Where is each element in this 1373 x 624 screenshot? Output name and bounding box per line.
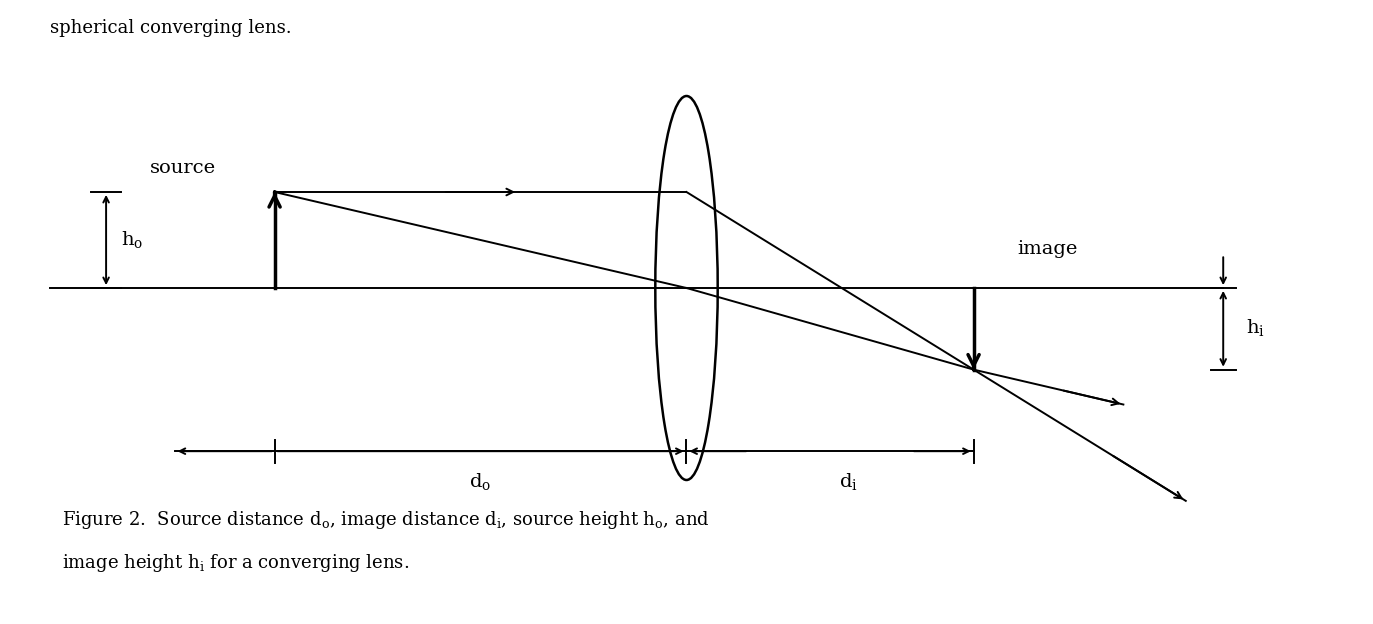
Text: image height h$_\mathregular{i}$ for a converging lens.: image height h$_\mathregular{i}$ for a c… xyxy=(62,552,409,574)
Text: d$_\mathregular{i}$: d$_\mathregular{i}$ xyxy=(839,472,858,493)
Text: image: image xyxy=(1017,240,1078,258)
Text: d$_\mathregular{o}$: d$_\mathregular{o}$ xyxy=(470,472,492,493)
Text: h$_\mathregular{i}$: h$_\mathregular{i}$ xyxy=(1245,318,1265,339)
Text: h$_\mathregular{o}$: h$_\mathregular{o}$ xyxy=(121,230,143,251)
Text: source: source xyxy=(150,158,216,177)
Text: spherical converging lens.: spherical converging lens. xyxy=(49,19,291,37)
Text: Figure 2.  Source distance d$_\mathregular{o}$, image distance d$_\mathregular{i: Figure 2. Source distance d$_\mathregula… xyxy=(62,509,710,531)
